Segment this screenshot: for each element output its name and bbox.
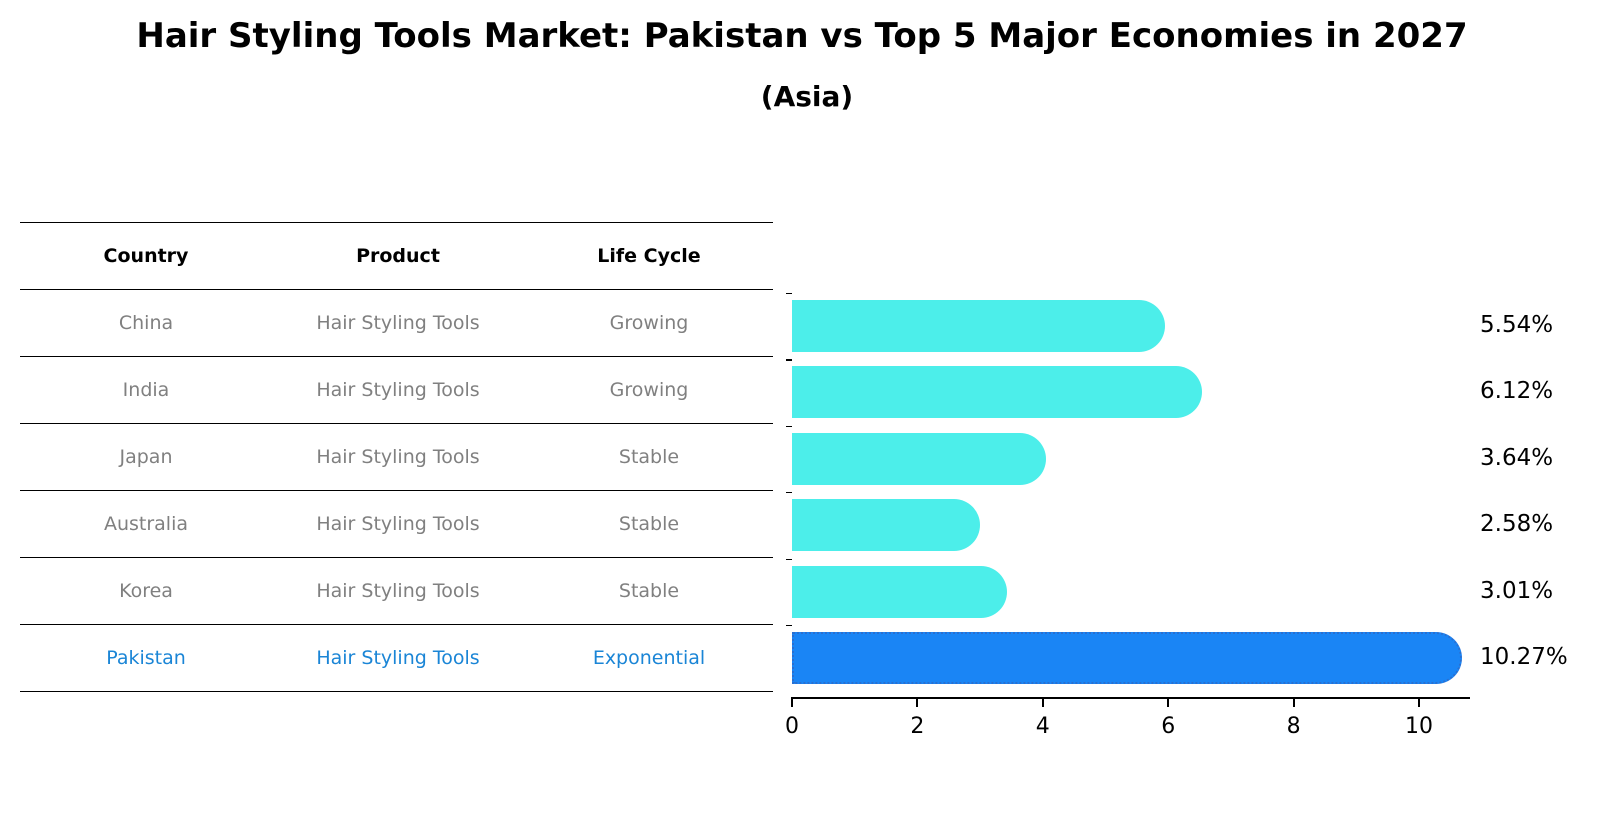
chart-title: Hair Styling Tools Market: Pakistan vs T… (136, 16, 1468, 56)
bar-australia (792, 499, 980, 552)
value-label: 2.58% (1480, 511, 1554, 538)
cell-product: Hair Styling Tools (316, 312, 480, 334)
x-tick (916, 697, 919, 707)
cell-life-cycle: Exponential (592, 647, 706, 669)
x-tick (791, 697, 793, 707)
bar-india (792, 366, 1202, 419)
y-tick (786, 558, 792, 560)
chart-subtitle: (Asia) (760, 80, 854, 113)
cell-country: India (122, 379, 170, 401)
table-row: Japan Hair Styling Tools Stable (20, 423, 773, 490)
bar-korea (792, 565, 1007, 618)
x-tick-label: 6 (1161, 714, 1176, 739)
value-label: 10.27% (1480, 644, 1568, 670)
x-tick (1167, 697, 1170, 707)
value-label: 5.54% (1480, 312, 1554, 338)
cell-product: Hair Styling Tools (316, 647, 480, 669)
data-table: Country Product Life Cycle China Hair St… (20, 222, 773, 692)
bar-pakistan (792, 632, 1462, 684)
bar-japan (792, 432, 1047, 485)
cell-life-cycle: Growing (609, 379, 689, 401)
table-row-highlight: Pakistan Hair Styling Tools Exponential (20, 624, 773, 692)
x-tick (1041, 697, 1044, 707)
cell-life-cycle: Stable (618, 446, 680, 468)
bar-china (792, 300, 1166, 352)
value-label: 3.64% (1480, 444, 1554, 471)
value-label: 3.01% (1480, 577, 1554, 604)
cell-life-cycle: Growing (609, 312, 689, 334)
x-tick-label: 2 (910, 714, 925, 739)
cell-country: Australia (103, 513, 189, 535)
value-label: 6.12% (1480, 378, 1554, 405)
y-tick (786, 492, 792, 494)
y-tick (786, 293, 792, 295)
cell-product: Hair Styling Tools (316, 580, 480, 602)
table-row: India Hair Styling Tools Growing (20, 356, 773, 423)
header-product: Product (356, 245, 440, 267)
cell-country: China (118, 312, 174, 334)
x-tick-label: 4 (1035, 714, 1050, 739)
cell-country: Korea (119, 580, 173, 602)
y-tick (786, 425, 792, 428)
x-tick (1292, 697, 1295, 707)
header-life-cycle: Life Cycle (597, 245, 701, 267)
table-row: China Hair Styling Tools Growing (20, 289, 773, 356)
cell-life-cycle: Stable (618, 513, 680, 535)
table-row: Australia Hair Styling Tools Stable (20, 490, 773, 557)
x-axis (792, 697, 1470, 699)
x-tick-label: 0 (785, 714, 799, 739)
table-row: Korea Hair Styling Tools Stable (20, 557, 773, 624)
y-tick (786, 359, 792, 361)
cell-country: Pakistan (106, 647, 186, 669)
x-tick (1418, 697, 1420, 707)
cell-product: Hair Styling Tools (316, 379, 480, 401)
cell-product: Hair Styling Tools (316, 513, 480, 535)
table-header-row: Country Product Life Cycle (20, 222, 773, 289)
cell-life-cycle: Stable (618, 580, 680, 602)
x-tick-label: 8 (1286, 714, 1301, 739)
cell-country: Japan (119, 446, 173, 468)
cell-product: Hair Styling Tools (316, 446, 480, 468)
x-tick-label: 10 (1405, 714, 1433, 739)
header-country: Country (103, 245, 189, 267)
y-tick (786, 625, 792, 627)
